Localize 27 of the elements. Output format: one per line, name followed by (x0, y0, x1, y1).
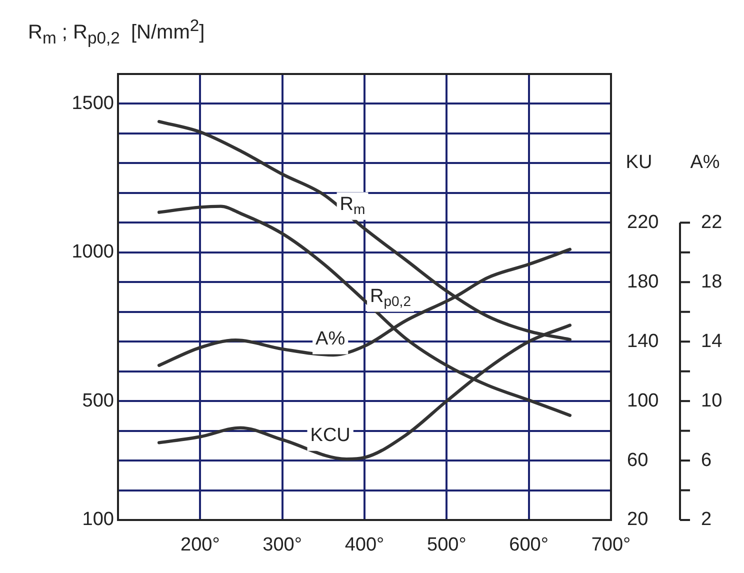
y2-tick-label: 180 (627, 271, 659, 292)
x-tick-label: 600° (509, 534, 548, 556)
x-tick-label: 700° (591, 534, 631, 556)
y3-tick-label: 6 (701, 450, 712, 471)
x-tick-label: 400° (344, 534, 384, 556)
x-tick-label: 500° (427, 534, 466, 556)
y-tick-label: 1500 (72, 92, 114, 114)
y-axis-title: R$_{m}$ ; R$_{p0,2}$ [N/mm$^{2}$] (28, 16, 205, 49)
y2-tick-label: 220 (627, 212, 659, 233)
y2-tick-label: 100 (627, 390, 659, 412)
y3-tick-label: 2 (701, 509, 712, 530)
x-tick-label: 200° (180, 534, 220, 556)
y-tick-label: 1000 (72, 242, 114, 263)
series-label: KCU (310, 424, 350, 446)
y3-tick-label: 18 (701, 271, 722, 292)
y2-axis-title: KU (626, 152, 652, 173)
y2-tick-label: 20 (627, 509, 648, 530)
y3-tick-label: 10 (701, 390, 722, 412)
series-label: A% (316, 328, 346, 350)
y2-tick-label: 140 (627, 330, 659, 352)
y3-tick-label: 14 (701, 330, 723, 352)
y3-tick-label: 22 (701, 212, 722, 233)
y-tick-label: 100 (82, 509, 114, 530)
y2-tick-label: 60 (627, 450, 648, 471)
x-tick-label: 300° (262, 534, 302, 556)
y3-axis-title: A% (690, 152, 720, 173)
y-tick-label: 500 (82, 390, 114, 412)
